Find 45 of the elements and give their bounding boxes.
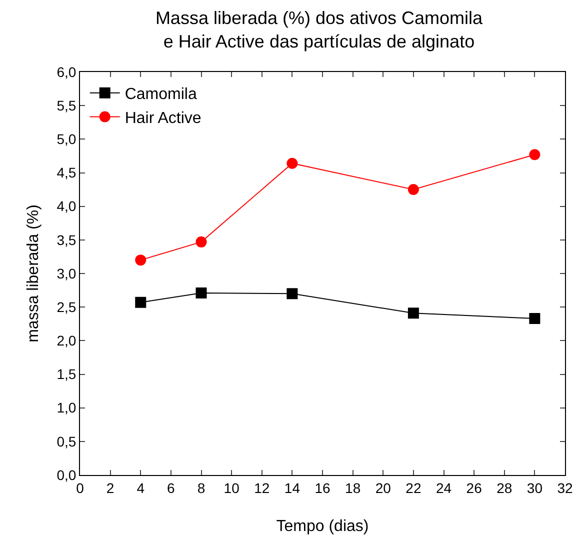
point [286, 288, 298, 300]
y-tick-label: 3,5 [56, 232, 76, 248]
x-tick-label: 20 [375, 480, 392, 496]
y-tick-label: 2,0 [56, 332, 76, 349]
y-tick-label: 5,5 [56, 97, 76, 114]
x-tick-label: 14 [284, 480, 300, 496]
y-tick-label: 4,5 [56, 164, 76, 181]
y-tick-label: 6,0 [56, 64, 76, 80]
y-tick-label: 0,5 [56, 433, 76, 450]
y-tick-label: 1,5 [56, 366, 76, 382]
x-axis-title: Tempo (dias) [276, 518, 369, 535]
x-tick-label: 32 [557, 480, 573, 496]
x-tick-label: 4 [136, 480, 145, 496]
y-tick-label: 0,0 [56, 466, 76, 483]
x-tick-label: 18 [345, 480, 361, 496]
x-tick-label: 0 [76, 480, 84, 496]
point [196, 236, 207, 248]
x-tick-label: 24 [436, 480, 452, 496]
legend-label: Hair Active [124, 110, 202, 127]
x-tick-label: 26 [466, 480, 482, 496]
point [135, 296, 146, 308]
x-tick-label: 10 [224, 480, 240, 496]
x-tick-label: 12 [254, 480, 270, 496]
x-tick-label: 8 [197, 480, 206, 496]
point [408, 308, 419, 319]
x-tick-label: 28 [496, 480, 512, 496]
x-tick-label: 2 [106, 480, 114, 496]
point [529, 313, 540, 324]
point [286, 158, 298, 169]
x-tick-label: 16 [314, 480, 330, 496]
x-tick-label: 30 [526, 480, 543, 496]
y-tick-label: 4,0 [56, 198, 76, 214]
point [196, 287, 207, 298]
point [529, 149, 540, 160]
x-tick-label: 6 [167, 480, 176, 496]
y-tick-label: 5,0 [56, 131, 76, 148]
point [135, 254, 146, 266]
y-tick-label: 1,0 [56, 400, 76, 416]
point [408, 184, 419, 196]
chart-title: Massa liberada (%) dos ativos Camomila e Hair Active das partículas de alginato [155, 8, 484, 52]
y-tick-label: 2,5 [56, 298, 76, 315]
y-axis-title: massa liberada (%) [25, 204, 42, 342]
legend-label: Camomila [124, 86, 197, 104]
y-tick-label: 3,0 [56, 265, 76, 282]
x-tick-label: 22 [406, 480, 422, 496]
